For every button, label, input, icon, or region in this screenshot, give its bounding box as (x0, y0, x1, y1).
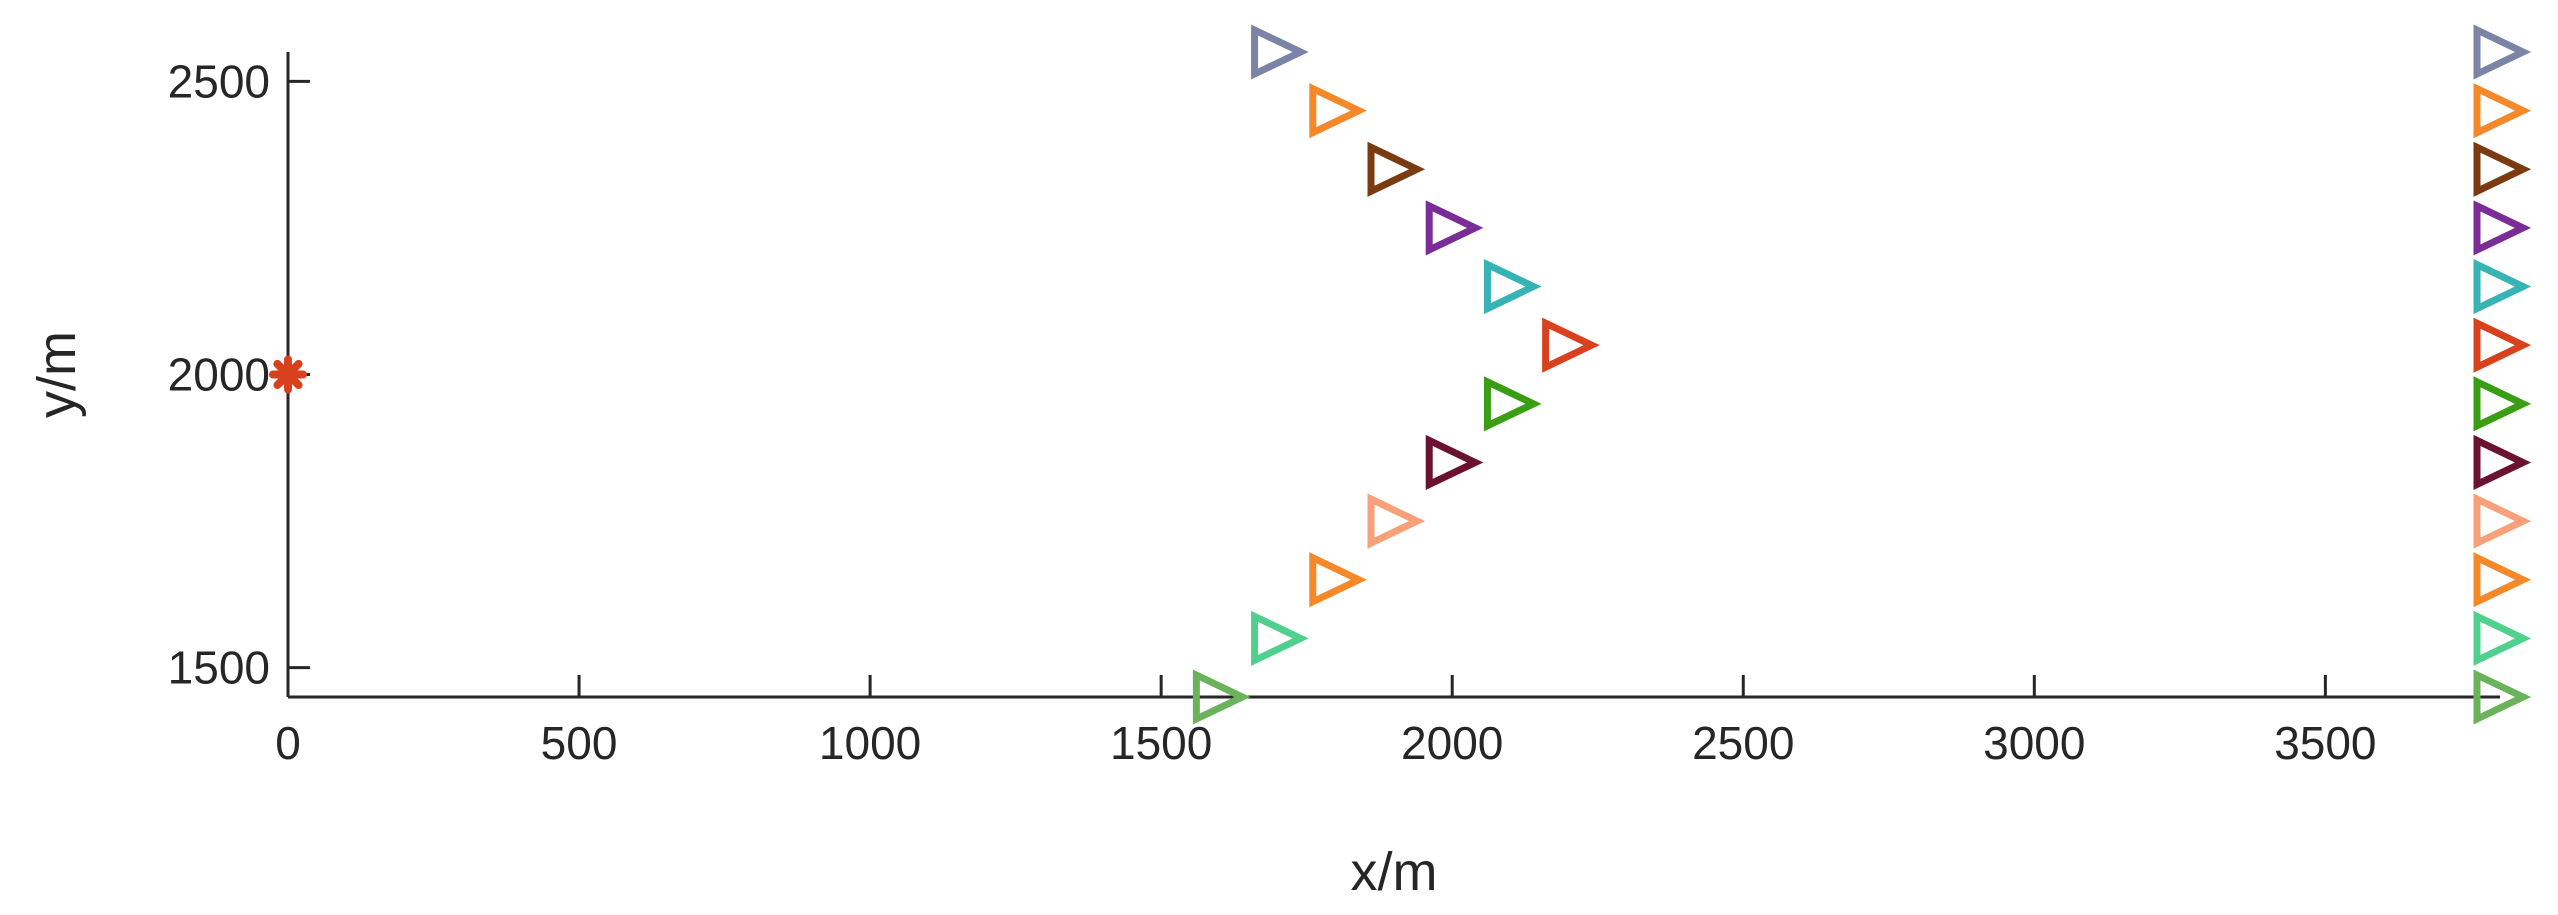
receiver-marker (2473, 258, 2532, 315)
source-marker-core (279, 365, 297, 384)
receiver-marker (1425, 200, 1484, 256)
receiver-marker (2473, 493, 2532, 549)
receiver-marker (2473, 317, 2532, 373)
x-tick-label: 2500 (1692, 717, 1794, 769)
receiver-marker (1367, 493, 1426, 549)
receiver-marker (1251, 24, 1309, 80)
receiver-marker (1483, 258, 1542, 315)
y-tick-label: 2500 (168, 55, 270, 107)
x-tick-label: 3000 (1983, 717, 2085, 769)
receiver-marker (2473, 552, 2532, 608)
axes: 0 500 1000 1500 2000 2500 3000 3500 1500 2000 2500 (168, 52, 2500, 769)
receiver-marker (2473, 376, 2532, 432)
y-tick-label: 2000 (168, 349, 270, 401)
y-axis-title: y/m (27, 331, 87, 418)
y-tick-label: 1500 (168, 642, 270, 694)
x-tick-label: 2000 (1401, 717, 1503, 769)
receiver-marker (2473, 83, 2532, 139)
receiver-marker (1309, 83, 1367, 139)
receiver-marker (2473, 434, 2532, 491)
receiver-marker (1309, 552, 1367, 608)
receiver-marker (2473, 24, 2532, 80)
data-marks (269, 24, 2532, 725)
x-tick-label: 0 (275, 717, 301, 769)
receiver-marker (1251, 610, 1309, 666)
x-tick-label: 1500 (1110, 717, 1212, 769)
receiver-marker (2473, 141, 2532, 197)
receiver-marker (2473, 200, 2532, 256)
x-tick-label: 500 (541, 717, 618, 769)
receiver-marker (2473, 669, 2532, 725)
x-tick-label: 3500 (2274, 717, 2376, 769)
x-tick-label: 1000 (819, 717, 921, 769)
receiver-marker (1542, 317, 1600, 373)
receiver-marker (1367, 141, 1426, 197)
x-axis-title: x/m (1351, 842, 1438, 902)
receiver-marker (1192, 669, 1251, 725)
source-marker (269, 355, 307, 394)
receiver-marker (2473, 610, 2532, 666)
receiver-marker (1425, 434, 1484, 491)
receiver-marker (1483, 376, 1542, 432)
